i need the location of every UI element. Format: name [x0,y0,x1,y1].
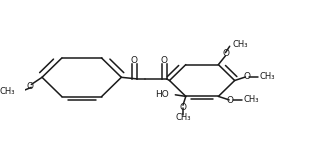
Text: CH₃: CH₃ [0,87,15,96]
Text: HO: HO [156,90,169,99]
Text: O: O [227,96,234,105]
Text: O: O [223,49,230,58]
Text: O: O [243,71,250,80]
Text: O: O [180,103,186,112]
Text: O: O [27,82,34,91]
Text: O: O [161,56,167,65]
Text: CH₃: CH₃ [259,72,275,81]
Text: CH₃: CH₃ [243,95,259,104]
Text: CH₃: CH₃ [175,113,191,122]
Text: O: O [131,56,138,65]
Text: CH₃: CH₃ [233,40,248,49]
